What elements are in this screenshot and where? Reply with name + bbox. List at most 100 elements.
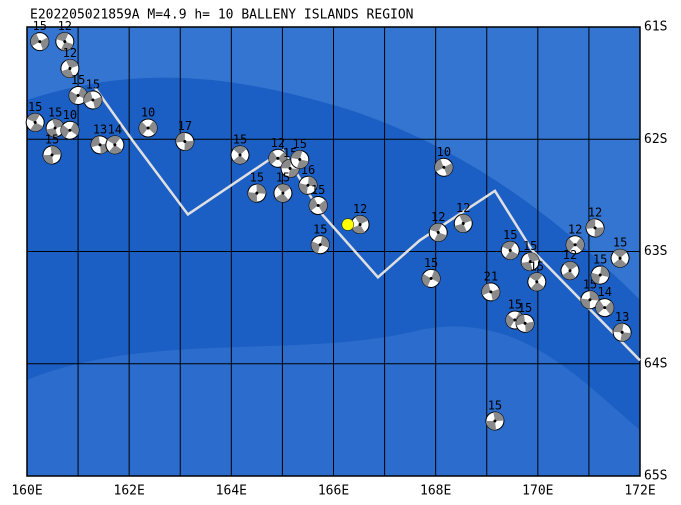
x-tick-label: 160E	[11, 484, 42, 499]
x-tick-label: 172E	[624, 484, 655, 499]
beachball	[138, 118, 158, 138]
compression	[50, 145, 62, 155]
beachball	[481, 282, 501, 302]
depth-label: 12	[568, 222, 582, 236]
axis-dot	[50, 153, 54, 157]
compression	[502, 241, 516, 251]
beachball	[25, 112, 45, 132]
compression	[318, 199, 328, 214]
beachball	[273, 183, 293, 203]
beachball	[527, 272, 547, 292]
beachball	[290, 149, 310, 169]
y-tick-label: 65S	[644, 469, 667, 484]
compression	[30, 33, 40, 47]
beachball	[42, 145, 62, 165]
axis-dot	[33, 120, 37, 124]
compression	[184, 140, 194, 151]
title: E202205021859A M=4.9 h= 10 BALLENY ISLAN…	[30, 8, 414, 23]
compression	[600, 266, 610, 278]
compression	[505, 250, 519, 260]
beachball	[610, 248, 630, 268]
compression	[443, 163, 453, 176]
axis-dot	[76, 93, 80, 97]
compression	[429, 223, 442, 233]
compression	[566, 238, 576, 252]
compression	[594, 227, 605, 237]
axis-dot	[63, 40, 67, 44]
compression	[175, 132, 185, 143]
main-event	[341, 218, 355, 231]
beachball	[590, 265, 610, 285]
axis-dot	[38, 40, 42, 44]
depth-label: 15	[233, 132, 247, 146]
compression	[30, 122, 44, 132]
compression	[355, 215, 369, 225]
compression	[434, 159, 444, 172]
beachball	[268, 148, 288, 168]
compression	[296, 159, 309, 169]
compression	[92, 96, 102, 109]
compression	[247, 192, 257, 203]
axis-dot	[523, 321, 527, 325]
axis-dot	[568, 269, 572, 273]
depth-label: 17	[178, 119, 192, 133]
compression	[595, 300, 605, 314]
compression	[320, 235, 330, 248]
compression	[589, 290, 599, 301]
compression	[26, 113, 40, 123]
plate-boundary	[93, 86, 641, 362]
compression	[591, 272, 601, 284]
beachball	[595, 298, 615, 318]
depth-label: 10	[437, 145, 451, 159]
depth-label: 15	[518, 301, 532, 315]
beachball	[30, 32, 50, 52]
beachball	[485, 411, 505, 431]
axis-dot	[255, 191, 259, 195]
compression	[604, 301, 614, 315]
depth-label: 15	[313, 222, 327, 236]
depth-label: 12	[353, 202, 367, 216]
y-tick-label: 61S	[644, 20, 667, 35]
beachball	[298, 175, 318, 195]
axis-dot	[489, 290, 493, 294]
beachball	[500, 240, 520, 260]
depth-label: 15	[530, 259, 544, 273]
depth-label: 15	[28, 100, 42, 114]
compression	[46, 128, 58, 138]
compression	[91, 135, 101, 148]
y-tick-label: 62S	[644, 132, 667, 147]
beachball	[55, 32, 75, 52]
axis-dot	[91, 98, 95, 102]
axis-dot	[113, 143, 117, 147]
beachball	[45, 118, 65, 138]
compression	[52, 119, 64, 129]
axis-dot	[288, 166, 292, 170]
depth-label: 15	[508, 297, 522, 311]
beachball	[308, 195, 328, 215]
compression	[620, 332, 632, 342]
x-tick-label: 162E	[114, 484, 145, 499]
compression	[481, 283, 491, 296]
axis-dot	[53, 126, 57, 130]
x-tick-label: 164E	[216, 484, 247, 499]
depth-label: 15	[613, 236, 627, 250]
axis-dot	[598, 273, 602, 277]
compression	[434, 232, 447, 242]
axis-dot	[461, 221, 465, 225]
compression	[43, 154, 54, 164]
compression	[61, 68, 74, 78]
axis-dot	[588, 298, 592, 302]
compression	[275, 193, 289, 203]
compression	[83, 91, 93, 104]
depth-label: 15	[293, 137, 307, 151]
x-tick-label: 170E	[522, 484, 553, 499]
compression	[60, 124, 70, 139]
depth-label: 15	[424, 256, 438, 270]
compression	[307, 176, 317, 188]
beachball	[585, 218, 605, 238]
compression	[309, 197, 319, 211]
compression	[256, 184, 266, 194]
depth-label: 10	[141, 106, 155, 120]
compression	[505, 314, 515, 328]
